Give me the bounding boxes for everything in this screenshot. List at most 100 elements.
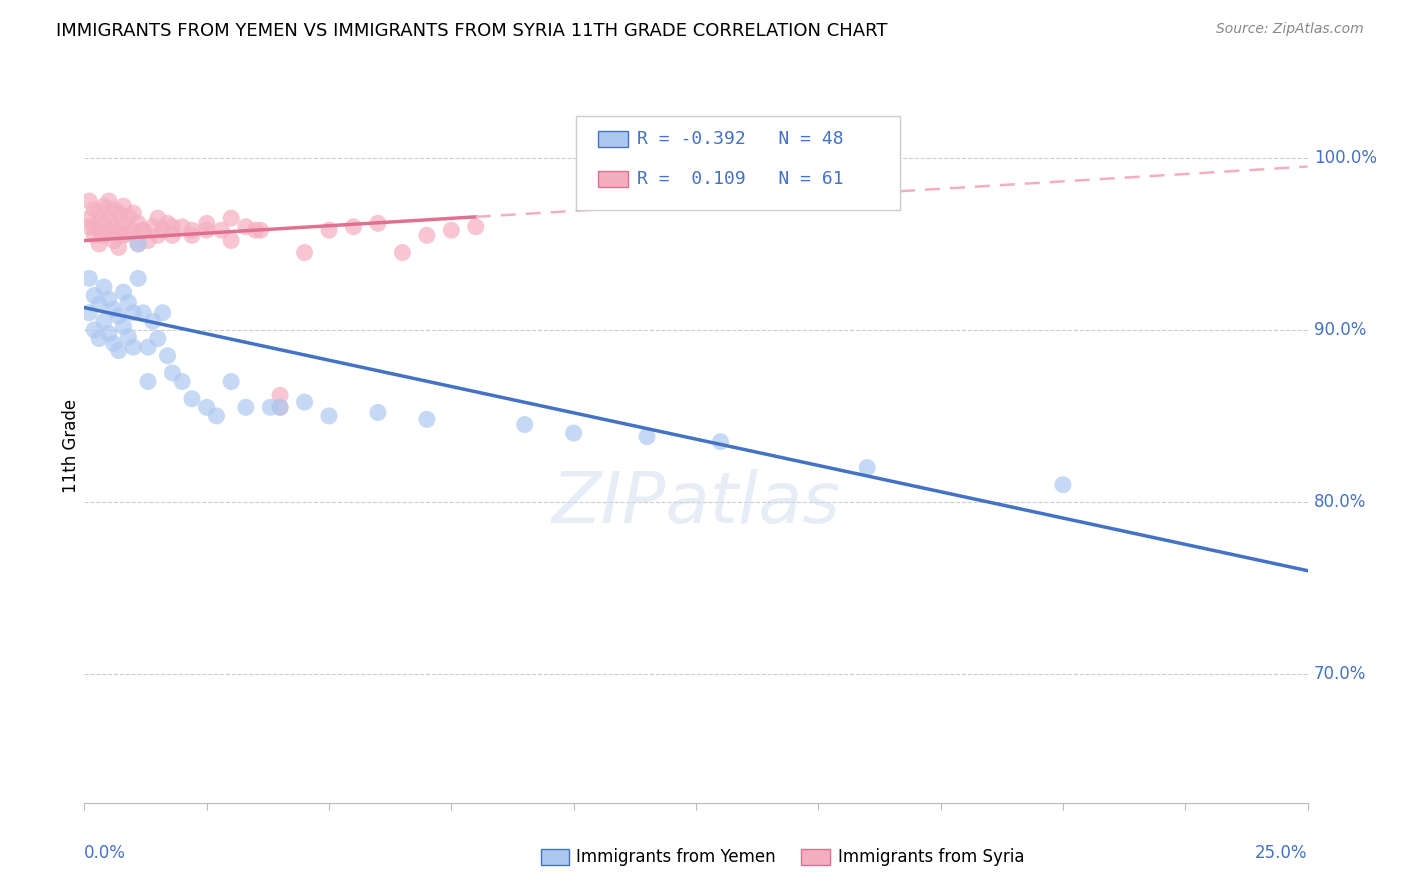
Text: 100.0%: 100.0% <box>1313 149 1376 167</box>
Point <box>93 314 115 328</box>
Point <box>112 228 135 243</box>
Point <box>93 228 115 243</box>
Point <box>122 206 145 220</box>
Point <box>107 223 129 237</box>
Point <box>107 240 129 254</box>
Point <box>93 280 115 294</box>
Point <box>367 216 389 230</box>
Point <box>156 349 179 363</box>
Point <box>416 228 439 243</box>
Point <box>117 210 139 224</box>
Point <box>97 326 120 341</box>
Point <box>103 302 125 317</box>
Point <box>249 223 271 237</box>
Point <box>112 285 135 299</box>
Point <box>97 292 120 306</box>
Point <box>294 395 316 409</box>
Text: Source: ZipAtlas.com: Source: ZipAtlas.com <box>1216 22 1364 37</box>
Point <box>636 429 658 443</box>
Point <box>127 236 149 251</box>
Point <box>195 223 218 237</box>
Text: R = -0.392   N = 48: R = -0.392 N = 48 <box>637 130 844 148</box>
Point <box>172 219 194 234</box>
Point <box>181 223 204 237</box>
Point <box>269 401 291 415</box>
Point <box>219 211 242 226</box>
Point <box>235 219 257 234</box>
Point <box>162 228 184 243</box>
Text: 25.0%: 25.0% <box>1256 845 1308 863</box>
Point <box>97 211 120 226</box>
Point <box>342 219 364 234</box>
Point <box>269 401 291 415</box>
Point <box>146 211 169 226</box>
Point <box>103 336 125 351</box>
Point <box>259 401 281 415</box>
Point <box>112 216 135 230</box>
Point <box>235 401 257 415</box>
Point <box>142 219 165 234</box>
Point <box>97 194 120 208</box>
Point <box>127 216 149 230</box>
Point <box>245 223 267 237</box>
Point <box>83 228 105 243</box>
Text: Immigrants from Yemen: Immigrants from Yemen <box>576 848 776 866</box>
Text: 0.0%: 0.0% <box>84 845 127 863</box>
Text: Immigrants from Syria: Immigrants from Syria <box>838 848 1025 866</box>
Text: 80.0%: 80.0% <box>1313 493 1367 511</box>
Point <box>83 288 105 302</box>
Point <box>152 306 174 320</box>
Point <box>205 409 228 423</box>
Point <box>132 223 155 237</box>
Point <box>219 375 242 389</box>
Point <box>152 223 174 237</box>
Point <box>181 392 204 406</box>
Point <box>172 375 194 389</box>
Point <box>142 314 165 328</box>
Point <box>77 306 100 320</box>
Y-axis label: 11th Grade: 11th Grade <box>62 399 80 493</box>
Point <box>87 206 110 220</box>
Point <box>464 219 486 234</box>
Point <box>127 271 149 285</box>
Point <box>709 434 731 449</box>
Point <box>513 417 536 432</box>
Point <box>103 219 125 234</box>
Point <box>87 297 110 311</box>
Point <box>209 223 232 237</box>
Point <box>156 216 179 230</box>
Text: 70.0%: 70.0% <box>1313 665 1367 683</box>
Point <box>77 219 100 234</box>
Point <box>132 223 155 237</box>
Point <box>856 460 879 475</box>
Point <box>132 306 155 320</box>
Point <box>318 409 340 423</box>
Point <box>162 366 184 380</box>
Point <box>122 223 145 237</box>
Point <box>146 332 169 346</box>
Point <box>117 295 139 310</box>
Point <box>122 340 145 354</box>
Point <box>195 401 218 415</box>
Point <box>1052 477 1074 491</box>
Point <box>93 199 115 213</box>
Point <box>112 199 135 213</box>
Point <box>83 323 105 337</box>
Point <box>83 202 105 217</box>
Point <box>87 223 110 237</box>
Point <box>107 206 129 220</box>
Text: ZIPatlas: ZIPatlas <box>551 468 841 538</box>
Point <box>77 194 100 208</box>
Point <box>367 405 389 419</box>
Point <box>107 309 129 323</box>
Point <box>93 216 115 230</box>
Point <box>294 245 316 260</box>
Point <box>562 426 585 441</box>
Point <box>122 306 145 320</box>
Point <box>219 234 242 248</box>
Point <box>391 245 413 260</box>
Point <box>146 228 169 243</box>
Point <box>117 330 139 344</box>
Point <box>162 219 184 234</box>
Point <box>83 219 105 234</box>
